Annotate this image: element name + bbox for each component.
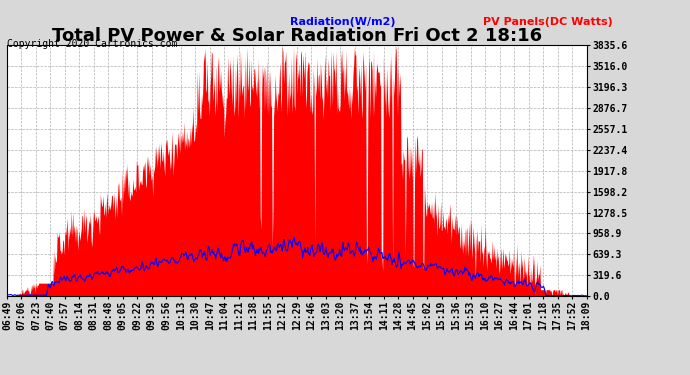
Text: Copyright 2020 Cartronics.com: Copyright 2020 Cartronics.com	[7, 39, 177, 50]
Title: Total PV Power & Solar Radiation Fri Oct 2 18:16: Total PV Power & Solar Radiation Fri Oct…	[52, 27, 542, 45]
Text: PV Panels(DC Watts): PV Panels(DC Watts)	[483, 17, 613, 27]
Text: Radiation(W/m2): Radiation(W/m2)	[290, 17, 395, 27]
